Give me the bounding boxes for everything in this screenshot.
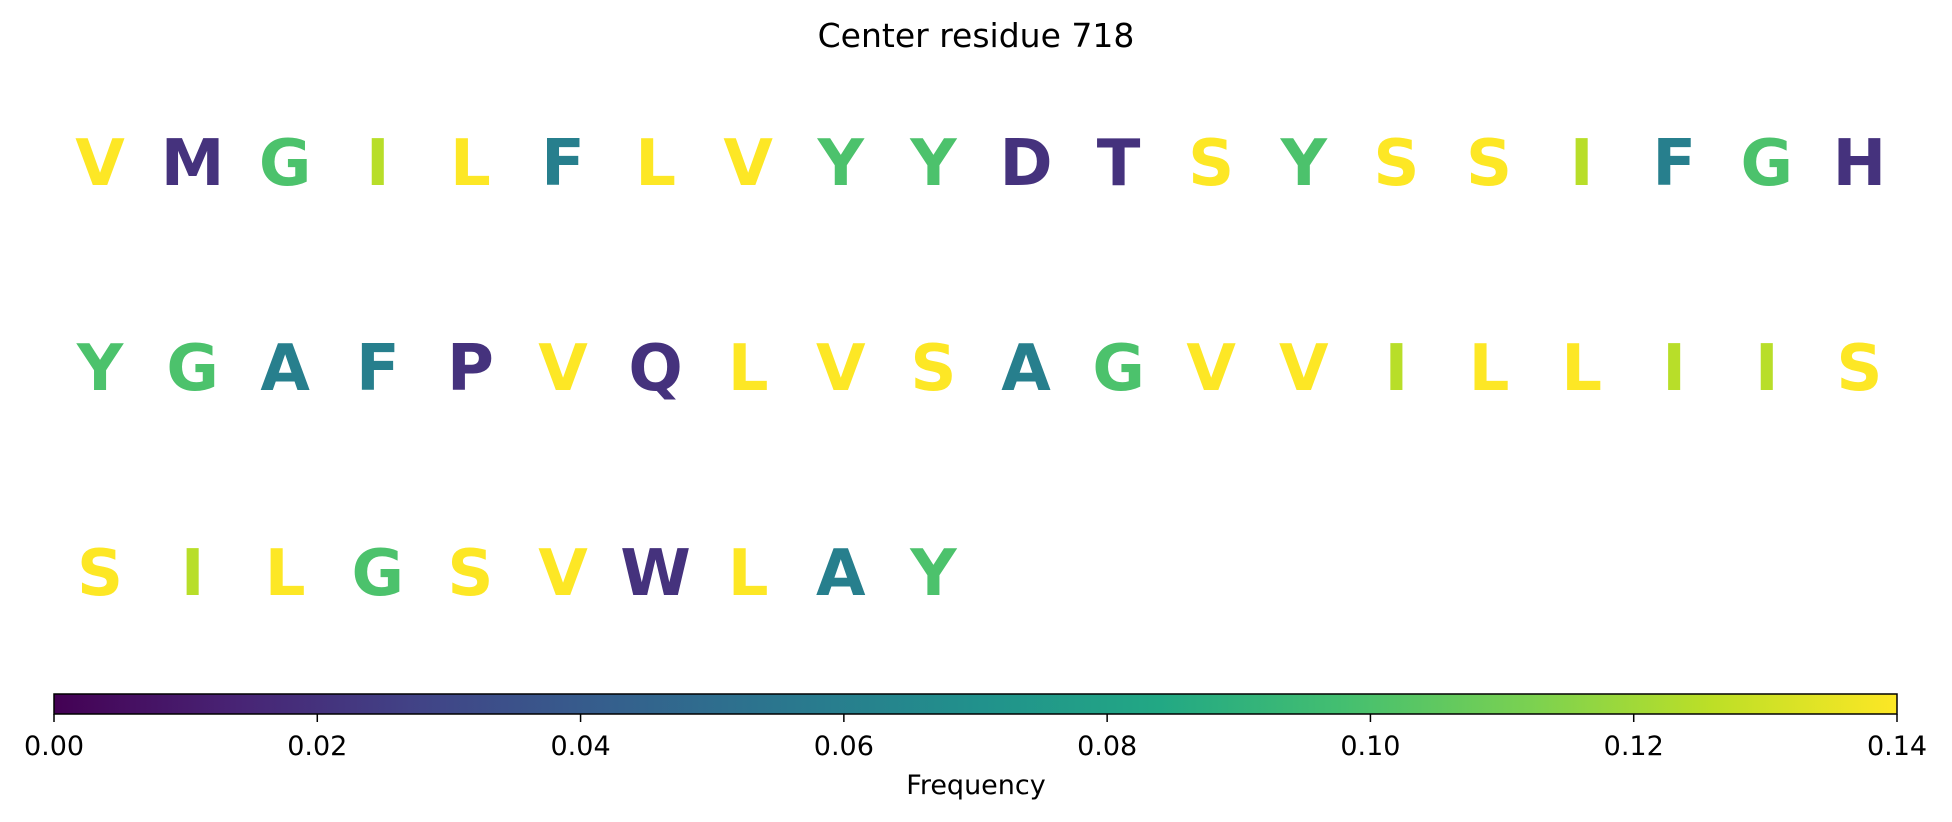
- colorbar-tick-label: 0.14: [1867, 731, 1927, 762]
- residue-G: G: [352, 537, 405, 611]
- residue-H: H: [1833, 127, 1887, 201]
- residue-V: V: [75, 127, 125, 201]
- colorbar-tick-label: 0.06: [814, 731, 874, 762]
- colorbar-gradient: [53, 693, 1898, 715]
- residue-L: L: [1469, 332, 1510, 406]
- residue-Y: Y: [909, 537, 957, 611]
- residue-S: S: [447, 537, 493, 611]
- residue-Q: Q: [628, 332, 682, 406]
- residue-G: G: [166, 332, 219, 406]
- residue-A: A: [816, 537, 866, 611]
- colorbar-tick-label: 0.04: [551, 731, 611, 762]
- residue-L: L: [635, 127, 676, 201]
- residue-V: V: [1279, 332, 1329, 406]
- residue-S: S: [1373, 127, 1419, 201]
- residue-Y: Y: [817, 127, 865, 201]
- residue-I: I: [1384, 332, 1408, 406]
- residue-F: F: [356, 332, 400, 406]
- residue-V: V: [538, 537, 588, 611]
- colorbar-tick-label: 0.08: [1077, 731, 1137, 762]
- residue-Y: Y: [76, 332, 124, 406]
- residue-P: P: [447, 332, 494, 406]
- residue-S: S: [1836, 332, 1882, 406]
- residue-L: L: [265, 537, 306, 611]
- residue-M: M: [161, 127, 225, 201]
- residue-S: S: [1188, 127, 1234, 201]
- residue-G: G: [259, 127, 312, 201]
- residue-I: I: [1570, 127, 1594, 201]
- residue-S: S: [77, 537, 123, 611]
- residue-V: V: [538, 332, 588, 406]
- residue-L: L: [450, 127, 491, 201]
- residue-I: I: [1662, 332, 1686, 406]
- residue-F: F: [1652, 127, 1696, 201]
- residue-G: G: [1741, 127, 1794, 201]
- colorbar-tick-label: 0.00: [24, 731, 84, 762]
- residue-V: V: [1186, 332, 1236, 406]
- residue-S: S: [910, 332, 956, 406]
- residue-V: V: [816, 332, 866, 406]
- colorbar-tick-label: 0.02: [287, 731, 347, 762]
- residue-I: I: [181, 537, 205, 611]
- residue-grid: V M G I L F L V Y Y D T S Y S S I F G HY G A F P V Q L V S A G V V I L L I I S…: [75, 127, 1886, 611]
- colorbar: 0.00 0.02 0.04 0.06 0.08 0.10 0.12 0.14 Frequen…: [24, 693, 1927, 801]
- residue-Y: Y: [1280, 127, 1328, 201]
- residue-Y: Y: [909, 127, 957, 201]
- residue-T: T: [1097, 127, 1141, 201]
- residue-A: A: [260, 332, 310, 406]
- colorbar-tick-label: 0.12: [1604, 731, 1664, 762]
- residue-L: L: [728, 332, 769, 406]
- residue-G: G: [1092, 332, 1145, 406]
- residue-D: D: [999, 127, 1052, 201]
- colorbar-ticks: 0.00 0.02 0.04 0.06 0.08 0.10 0.12 0.14: [24, 714, 1927, 762]
- colorbar-tick-label: 0.10: [1340, 731, 1400, 762]
- residue-V: V: [723, 127, 773, 201]
- residue-L: L: [1561, 332, 1602, 406]
- chart-title: Center residue 718: [818, 16, 1135, 55]
- residue-S: S: [1466, 127, 1512, 201]
- residue-I: I: [366, 127, 390, 201]
- colorbar-label: Frequency: [906, 770, 1046, 801]
- residue-W: W: [620, 537, 691, 611]
- residue-L: L: [728, 537, 769, 611]
- residue-I: I: [1755, 332, 1779, 406]
- residue-F: F: [541, 127, 585, 201]
- residue-A: A: [1001, 332, 1051, 406]
